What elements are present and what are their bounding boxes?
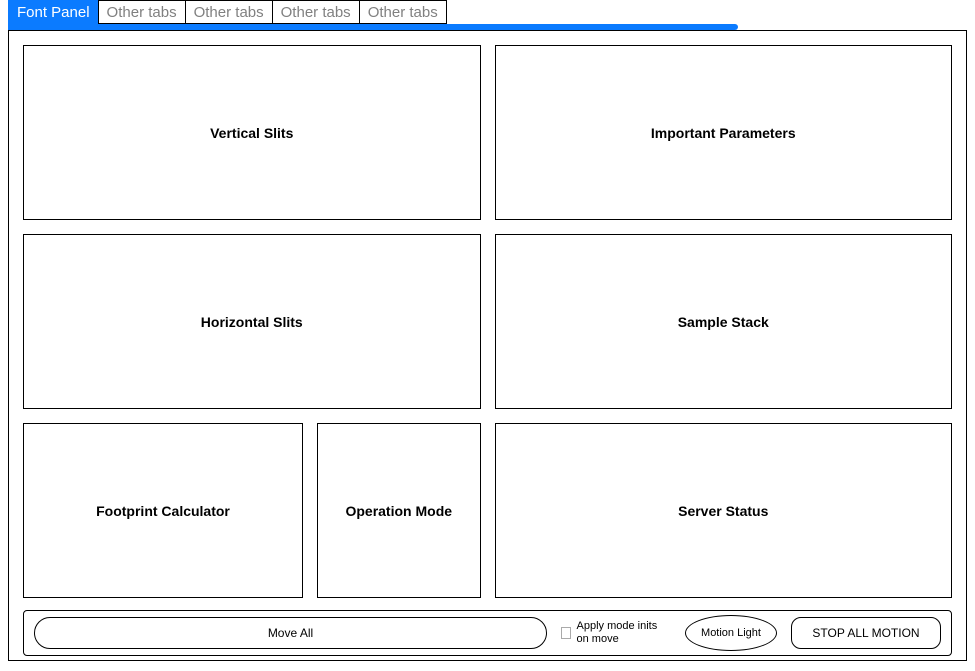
tab-bar: Font Panel Other tabs Other tabs Other t… xyxy=(0,0,975,24)
panel-important-parameters: Important Parameters xyxy=(495,45,953,220)
panel-footprint-calculator: Footprint Calculator xyxy=(23,423,303,598)
tab-font-panel[interactable]: Font Panel xyxy=(8,0,99,24)
panel-vertical-slits: Vertical Slits xyxy=(23,45,481,220)
content-area: Vertical Slits Important Parameters Hori… xyxy=(8,30,967,661)
apply-mode-group: Apply mode inits on move xyxy=(561,620,671,646)
panel-server-status: Server Status xyxy=(495,423,953,598)
tab-other-3[interactable]: Other tabs xyxy=(272,0,360,24)
footer-bar: Move All Apply mode inits on move Motion… xyxy=(23,610,952,656)
panel-sample-stack: Sample Stack xyxy=(495,234,953,409)
motion-light-indicator: Motion Light xyxy=(685,615,777,651)
stop-all-motion-button[interactable]: STOP ALL MOTION xyxy=(791,617,941,649)
panel-grid: Vertical Slits Important Parameters Hori… xyxy=(23,45,952,600)
row3-left-group: Footprint Calculator Operation Mode xyxy=(23,423,481,598)
panel-horizontal-slits: Horizontal Slits xyxy=(23,234,481,409)
apply-mode-checkbox[interactable] xyxy=(561,627,571,639)
tab-other-4[interactable]: Other tabs xyxy=(359,0,447,24)
apply-mode-label: Apply mode inits on move xyxy=(577,620,672,646)
panel-operation-mode: Operation Mode xyxy=(317,423,481,598)
tab-other-1[interactable]: Other tabs xyxy=(98,0,186,24)
move-all-button[interactable]: Move All xyxy=(34,617,547,649)
tab-other-2[interactable]: Other tabs xyxy=(185,0,273,24)
